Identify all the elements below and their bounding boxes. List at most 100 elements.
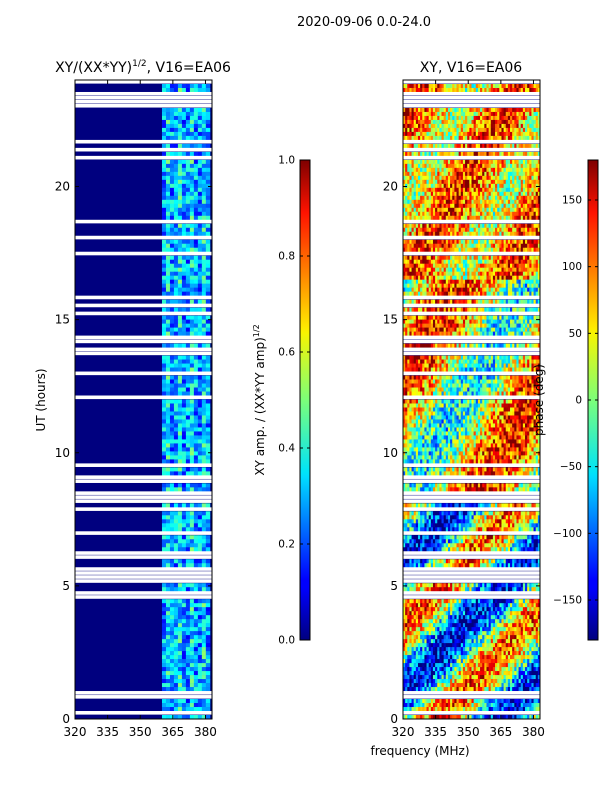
right-heatmap-cell [405,159,408,165]
right-heatmap-cell [403,323,406,328]
right-heatmap-cell [413,283,417,288]
right-heatmap-cell [435,207,438,213]
right-heatmap-cell [477,307,481,312]
right-heatmap-cell [531,127,534,133]
left-heatmap-cell [169,667,175,672]
right-heatmap-cell [495,283,498,288]
right-heatmap-cell [486,195,489,201]
right-heatmap-cell [417,215,421,221]
left-heatmap-cell [169,559,175,564]
left-heatmap-cell [161,515,167,520]
right-heatmap-cell [518,107,522,113]
right-heatmap-cell [469,243,472,249]
left-heatmap-cell [165,715,171,719]
right-heatmap-cell [409,151,412,157]
right-heatmap-cell [503,143,507,149]
right-heatmap-cell [480,327,483,332]
left-heatmap-cell [173,359,179,364]
left-heatmap-cell [177,127,183,133]
left-heatmap-cell [177,135,183,141]
left-heatmap-cell [205,355,211,360]
right-heatmap-cell [499,279,502,284]
right-heatmap-cell [465,315,468,320]
left-heatmap-cell [177,511,183,516]
right-heatmap-cell [432,107,436,113]
left-panel: XY/(XX*YY)1/2, V16=EA06 320 335 350 365 380 … [34,59,231,739]
right-heatmap-cell [443,127,447,133]
right-heatmap-cell [490,159,494,165]
right-heatmap-cell [510,287,513,292]
right-heatmap-cell [527,315,530,320]
left-heatmap-cell [177,279,183,284]
right-heatmap-cell [409,299,412,304]
right-heatmap-cell [501,183,504,189]
right-heatmap-cell [510,207,513,213]
left-heatmap-cell [201,379,207,384]
right-heatmap-cell [458,87,462,93]
right-heatmap-cell [411,107,414,113]
right-heatmap-cell [458,143,462,149]
right-heatmap-cell [467,247,470,253]
right-heatmap-cell [409,119,412,125]
left-heatmap-cell [177,483,183,488]
right-heatmap-cell [505,175,509,181]
right-heatmap-cell [454,179,457,185]
right-heatmap-cell [514,259,517,265]
right-heatmap-cell [533,215,537,221]
right-heatmap-cell [437,183,440,189]
right-heatmap-cell [512,119,515,125]
left-heatmap-cell [181,199,187,205]
left-heatmap-cell [201,639,207,644]
right-heatmap-cell [516,163,519,169]
right-heatmap-cell [525,283,528,288]
right-heatmap-cell [432,287,436,292]
right-heatmap-cell [488,291,492,296]
right-heatmap-cell [514,175,517,181]
right-heatmap-cell [529,355,532,360]
left-heatmap-cell [173,279,179,284]
right-heatmap-cell [510,199,513,205]
right-heatmap-cell [537,223,540,229]
right-heatmap-cell [435,231,438,237]
right-heatmap-cell [435,107,438,113]
right-heatmap-cell [450,111,453,117]
right-heatmap-cell [507,211,511,217]
right-heatmap-cell [443,187,447,193]
right-heatmap-cell [447,163,451,169]
right-heatmap-cell [454,211,457,217]
right-heatmap-cell [525,331,528,336]
left-heatmap-cell [177,255,183,261]
left-heatmap-cell [185,135,191,141]
right-heatmap-cell [512,319,515,324]
right-heatmap-cell [499,107,502,113]
left-heatmap-cell [181,439,187,444]
right-heatmap-cell [465,307,468,312]
right-heatmap-cell [409,255,412,261]
left-heatmap-cell [177,379,183,384]
right-heatmap-cell [512,211,515,217]
right-heatmap-cell [492,331,496,336]
right-heatmap-cell [441,231,444,237]
right-heatmap-cell [482,255,485,261]
right-heatmap-cell [405,283,408,288]
right-heatmap-cell [514,263,517,268]
right-heatmap-cell [471,87,474,93]
right-heatmap-cell [413,275,417,280]
right-heatmap-cell [426,87,429,93]
right-heatmap-cell [426,327,429,332]
left-heatmap-cell [205,403,211,408]
right-heatmap-cell [484,167,487,173]
right-heatmap-cell [522,343,526,348]
right-heatmap-cell [439,275,442,280]
right-heatmap-cell [458,359,462,364]
right-heatmap-cell [475,275,479,280]
right-heatmap-cell [458,227,462,233]
right-heatmap-cell [413,271,417,276]
right-heatmap-cell [415,215,419,221]
right-heatmap-cell [520,191,524,197]
right-heatmap-cell [533,299,537,304]
right-heatmap-cell [514,331,517,336]
right-heatmap-cell [413,259,417,265]
left-heatmap-cell [197,623,203,628]
right-heatmap-cell [525,263,528,268]
